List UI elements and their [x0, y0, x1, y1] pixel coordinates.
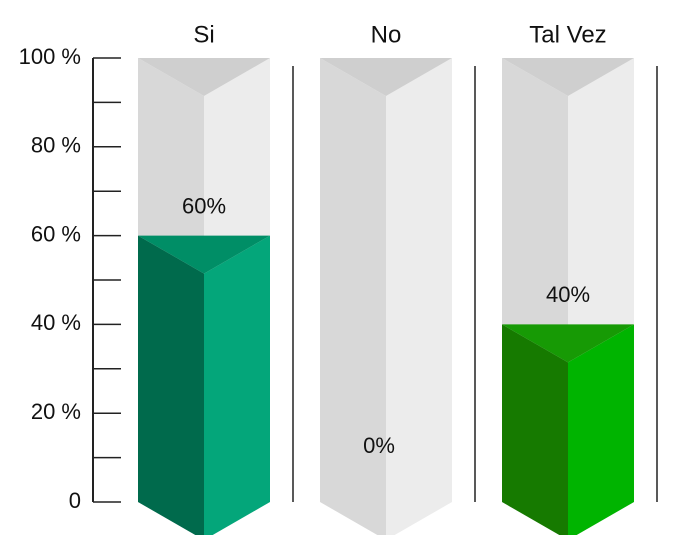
bar-front: [204, 235, 270, 540]
bar-cap: [502, 324, 634, 363]
bar-track-front: [386, 58, 452, 540]
category-label: No: [371, 21, 402, 48]
bar-cap: [138, 235, 270, 274]
y-tick-label: 60 %: [31, 221, 81, 246]
bar-side: [502, 324, 568, 540]
y-tick-label: 20 %: [31, 399, 81, 424]
bar-track-cap: [138, 58, 270, 96]
category-label: Si: [193, 21, 214, 48]
bar-track-cap: [502, 58, 634, 96]
data-label: 0%: [363, 433, 395, 458]
bar-front: [568, 324, 634, 540]
y-tick-label: 40 %: [31, 310, 81, 335]
data-label: 60%: [182, 193, 226, 218]
bar-side: [138, 235, 204, 540]
bar-track-side: [320, 58, 386, 540]
bar-track-cap: [320, 58, 452, 96]
category-label: Tal Vez: [529, 21, 606, 48]
y-tick-label: 100 %: [19, 44, 81, 69]
data-label: 40%: [546, 282, 590, 307]
y-tick-label: 80 %: [31, 133, 81, 158]
y-tick-label: 0: [69, 488, 81, 513]
